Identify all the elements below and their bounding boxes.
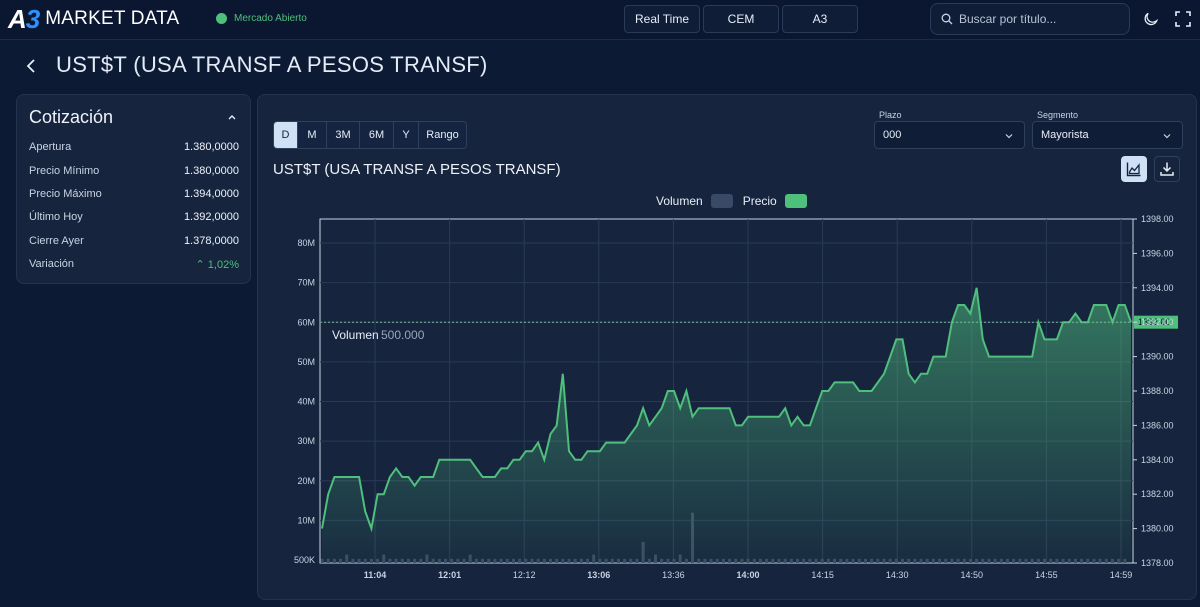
range-d-button[interactable]: D (274, 122, 298, 148)
volume-tick-label: 500K (294, 555, 315, 565)
last-price-label: 1392.00 (1138, 317, 1171, 327)
price-tick-label: 1394.00 (1141, 283, 1174, 293)
variation-value: ⌃ 1,02% (195, 259, 239, 271)
volume-tick-label: 50M (297, 357, 315, 367)
nav-real-time-button[interactable]: Real Time (624, 5, 700, 33)
legend-volumen-swatch[interactable] (710, 194, 733, 208)
nav-cem-button[interactable]: CEM (703, 5, 779, 33)
price-tick-label: 1396.00 (1141, 248, 1174, 258)
price-axis: 1378.00 1380.00 1382.00 1384.00 1386.00 1388.… (1133, 214, 1174, 568)
time-tick-label: 13:36 (662, 570, 685, 580)
legend-precio-label: Precio (742, 194, 777, 208)
quote-title: Cotización (29, 107, 114, 127)
search-input[interactable] (959, 12, 1119, 26)
quote-row-precio-maximo: Precio Máximo 1.394,0000 (29, 188, 239, 200)
logo-text: MARKET DATA (45, 8, 180, 29)
status-dot-icon (216, 13, 227, 24)
price-tick-label: 1392.00 (1141, 317, 1174, 327)
chevron-left-icon (26, 59, 35, 73)
segmento-select[interactable]: Mayorista (1032, 121, 1183, 149)
time-tick-label: 12:01 (438, 570, 461, 580)
volume-tick-label: 20M (297, 476, 315, 486)
time-tick-label: 12:12 (513, 570, 536, 580)
price-tick-label: 1386.00 (1141, 420, 1174, 430)
quote-row-precio-minimo: Precio Mínimo 1.380,0000 (29, 165, 239, 177)
volume-tick-label: 10M (297, 515, 315, 525)
quote-row-cierre-ayer: Cierre Ayer 1.378,0000 (29, 235, 239, 247)
quote-row-ultimo-hoy: Último Hoy 1.392,0000 (29, 211, 239, 223)
volume-tick-label: 40M (297, 397, 315, 407)
chart-legend: Volumen Precio (656, 194, 807, 208)
range-3m-button[interactable]: 3M (327, 122, 360, 148)
range-y-button[interactable]: Y (394, 122, 419, 148)
top-navigation-bar: A3 MARKET DATA Mercado Abierto Real Time… (0, 0, 1200, 40)
time-axis: 11:04 12:01 12:12 13:06 13:36 14:00 14:15 14:30… (364, 570, 1133, 580)
time-tick-label: 14:00 (736, 570, 759, 580)
price-tick-label: 1388.00 (1141, 386, 1174, 396)
brand-logo[interactable]: A3 MARKET DATA (8, 3, 180, 34)
fullscreen-button[interactable] (1172, 8, 1194, 30)
chart-type-button[interactable] (1121, 156, 1147, 182)
range-rango-button[interactable]: Rango (419, 122, 466, 148)
back-button[interactable] (22, 56, 42, 76)
nav-a3-button[interactable]: A3 (782, 5, 858, 33)
range-6m-button[interactable]: 6M (360, 122, 394, 148)
volume-axis: 500K 10M 20M 30M 40M 50M 60M 70M 80M (294, 238, 315, 565)
segmento-label: Segmento (1037, 110, 1079, 120)
chevron-down-icon (1005, 134, 1013, 139)
quote-row-apertura: Apertura 1.380,0000 (29, 141, 239, 153)
price-line (321, 287, 1132, 533)
segmento-value: Mayorista (1041, 129, 1089, 141)
price-tick-label: 1384.00 (1141, 455, 1174, 465)
chart-title: UST$T (USA TRANSF A PESOS TRANSF) (273, 161, 561, 178)
plazo-select[interactable]: 000 (874, 121, 1025, 149)
search-box[interactable] (930, 3, 1130, 35)
last-price-badge (1134, 315, 1178, 329)
logo-mark: A3 (8, 3, 40, 34)
volume-tick-label: 30M (297, 436, 315, 446)
market-status-indicator: Mercado Abierto (216, 13, 307, 24)
chart-panel: D M 3M 6M Y Rango Plazo 000 Segmento May… (257, 94, 1197, 600)
volume-tick-label: 80M (297, 238, 315, 248)
dark-mode-toggle[interactable] (1140, 8, 1162, 30)
quote-card: Cotización Apertura 1.380,0000 Precio Mín… (16, 94, 251, 284)
quote-row-variacion: Variación ⌃ 1,02% (29, 258, 239, 271)
time-tick-label: 14:55 (1035, 570, 1058, 580)
time-tick-label: 14:59 (1110, 570, 1133, 580)
price-tick-label: 1380.00 (1141, 524, 1174, 534)
price-volume-chart[interactable]: 1392.00 500K 10M 20M 30M 40M 50M 60M 70M 80M 137… (258, 213, 1196, 583)
price-tick-label: 1390.00 (1141, 352, 1174, 362)
chevron-down-icon (1163, 134, 1171, 139)
download-button[interactable] (1154, 156, 1180, 182)
legend-precio-swatch[interactable] (784, 194, 807, 208)
time-tick-label: 14:50 (961, 570, 984, 580)
price-area (322, 287, 1131, 563)
plazo-label: Plazo (879, 110, 902, 120)
price-tick-label: 1382.00 (1141, 489, 1174, 499)
time-tick-label: 13:06 (587, 570, 610, 580)
price-tick-label: 1378.00 (1141, 558, 1174, 568)
moon-icon (1144, 12, 1159, 26)
market-status-text: Mercado Abierto (234, 13, 307, 24)
time-tick-label: 14:15 (811, 570, 834, 580)
time-tick-label: 14:30 (886, 570, 909, 580)
range-selector: D M 3M 6M Y Rango (273, 121, 467, 149)
area-chart-icon (1126, 162, 1141, 177)
volume-tick-label: 70M (297, 278, 315, 288)
volume-readout-label: Volumen (332, 328, 379, 342)
fullscreen-icon (1175, 11, 1191, 27)
volume-tick-label: 60M (297, 317, 315, 327)
time-tick-label: 11:04 (364, 570, 387, 580)
volume-readout-value: 500.000 (381, 328, 425, 342)
legend-volumen-label: Volumen (656, 194, 703, 208)
plazo-value: 000 (883, 129, 902, 141)
range-m-button[interactable]: M (298, 122, 327, 148)
price-tick-label: 1398.00 (1141, 214, 1174, 224)
download-icon (1160, 162, 1174, 176)
search-icon (941, 13, 953, 25)
page-title: UST$T (USA TRANSF A PESOS TRANSF) (56, 52, 488, 77)
chevron-up-icon[interactable] (226, 111, 238, 123)
